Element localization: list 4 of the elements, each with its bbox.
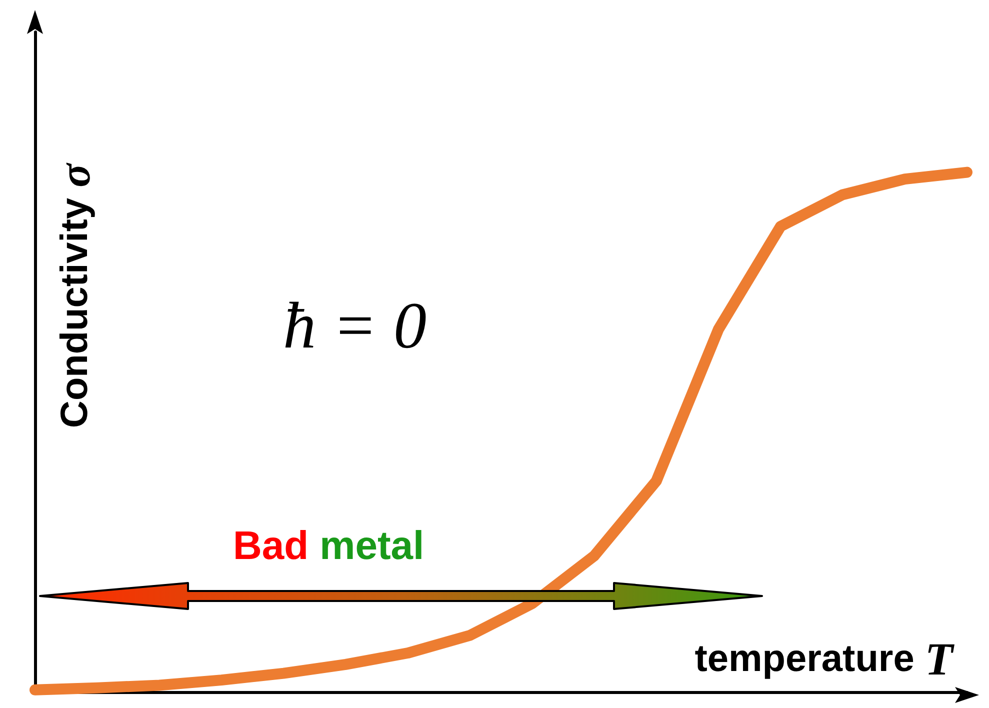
annotation: Bad metal <box>233 524 424 568</box>
y-axis-title: Conductivity σ <box>50 162 100 428</box>
x-axis-title: temperature T <box>694 634 955 684</box>
annotation: ħ = 0 <box>283 290 427 362</box>
